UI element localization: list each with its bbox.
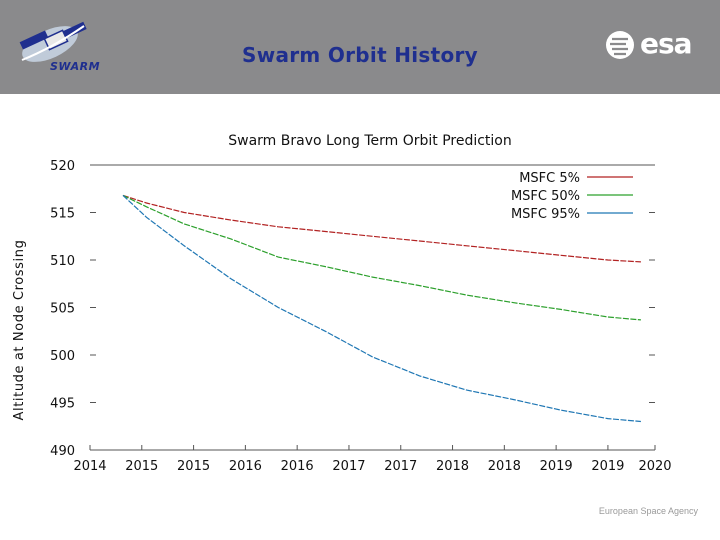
series-line-msfc-50- (122, 194, 641, 321)
y-axis-label: Altitude at Node Crossing (12, 240, 27, 421)
y-tick-label: 500 (50, 349, 75, 364)
x-tick-label: 2016 (281, 459, 314, 474)
legend-label: MSFC 50% (511, 189, 580, 204)
data-series (122, 194, 641, 423)
esa-logo-icon (606, 31, 634, 59)
x-axis-ticks: 2014 2015 2015 2016 2016 2017 2017 2018 2018 2019… (73, 445, 672, 474)
series-line-msfc-5- (122, 194, 641, 263)
x-tick-label: 2015 (125, 459, 158, 474)
x-tick-label: 2020 (638, 459, 671, 474)
orbit-prediction-chart: Swarm Bravo Long Term Orbit Prediction A… (12, 133, 672, 474)
legend-label: MSFC 95% (511, 207, 580, 222)
y-tick-label: 515 (50, 207, 75, 222)
swarm-satellite-logo-icon (19, 21, 87, 62)
chart-title: Swarm Bravo Long Term Orbit Prediction (228, 133, 512, 149)
x-tick-label: 2015 (177, 459, 210, 474)
y-tick-label: 490 (50, 444, 75, 459)
swarm-logo-text: SWARM (50, 60, 101, 73)
esa-logo-text: esa (640, 27, 693, 60)
x-tick-label: 2017 (332, 459, 365, 474)
y-tick-label: 520 (50, 159, 75, 174)
legend-label: MSFC 5% (519, 171, 580, 186)
y-axis-ticks: 490 495 500 505 510 515 520 (50, 159, 655, 459)
x-tick-label: 2018 (436, 459, 469, 474)
series-line-msfc-95- (122, 194, 641, 423)
chart-legend: MSFC 5% MSFC 50% MSFC 95% (511, 171, 633, 222)
x-tick-label: 2016 (229, 459, 262, 474)
x-tick-label: 2017 (384, 459, 417, 474)
x-tick-label: 2014 (73, 459, 106, 474)
x-tick-label: 2019 (540, 459, 573, 474)
x-tick-label: 2019 (591, 459, 624, 474)
header-bar: SWARM Swarm Orbit History esa (0, 0, 720, 94)
page-title: Swarm Orbit History (241, 43, 478, 67)
x-tick-label: 2018 (488, 459, 521, 474)
footer-agency-name: European Space Agency (598, 506, 698, 516)
plot-frame (90, 164, 655, 451)
y-tick-label: 495 (50, 397, 75, 412)
y-tick-label: 510 (50, 254, 75, 269)
y-tick-label: 505 (50, 302, 75, 317)
